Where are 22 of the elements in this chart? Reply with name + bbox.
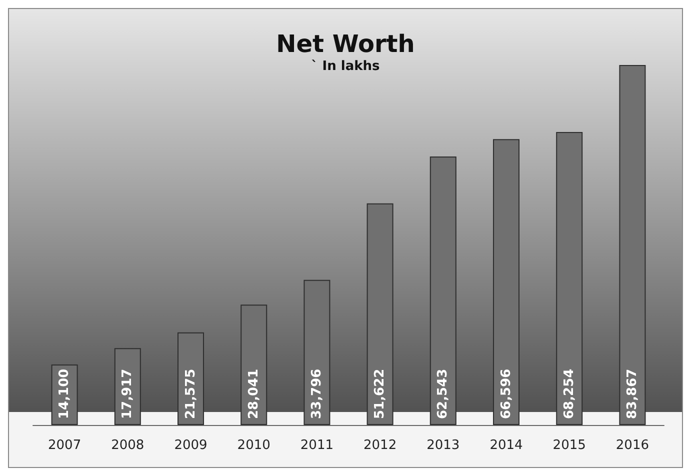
data-label: 21,575	[183, 368, 198, 419]
x-tick-label: 2016	[616, 438, 649, 453]
x-tick-label: 2014	[490, 438, 523, 453]
x-tick-label: 2015	[552, 438, 586, 453]
x-tick-label: 2009	[174, 438, 208, 453]
x-tick-label: 2012	[364, 438, 397, 453]
data-label: 17,917	[120, 368, 136, 419]
data-label: 68,254	[562, 368, 577, 419]
data-label: 51,622	[372, 368, 388, 419]
x-tick-label: 2008	[111, 438, 144, 453]
x-tick-label: 2013	[426, 438, 460, 453]
data-label: 14,100	[57, 368, 72, 419]
chart-subtitle: ` In lakhs	[311, 59, 380, 74]
data-label: 28,041	[246, 368, 262, 419]
data-label: 66,596	[498, 368, 514, 419]
data-label: 83,867	[624, 368, 640, 419]
x-tick-label: 2007	[48, 438, 82, 453]
x-tick-label: 2011	[300, 438, 334, 453]
data-label: 33,796	[309, 368, 324, 419]
x-tick-label: 2010	[237, 438, 270, 453]
chart-title: Net Worth	[276, 30, 415, 58]
data-label: 62,543	[436, 368, 451, 419]
